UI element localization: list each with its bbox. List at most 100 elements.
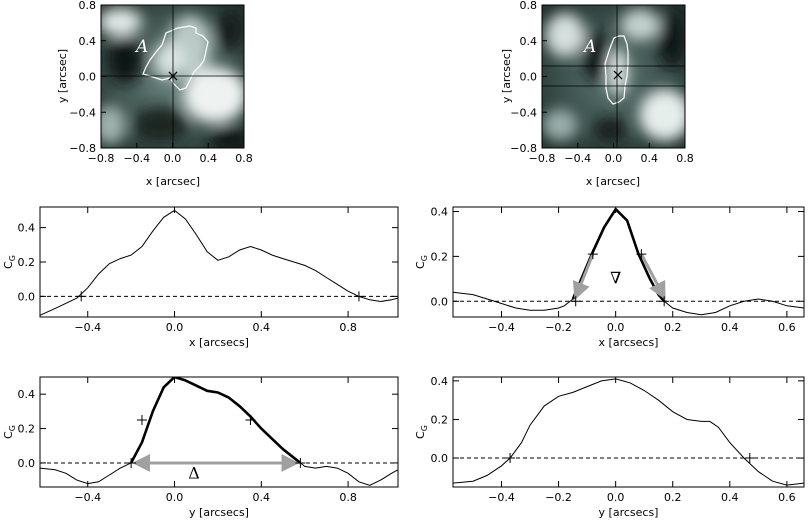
zero-crossing-marker <box>126 457 137 468</box>
x-tick-label: −0.4 <box>74 321 101 334</box>
region-contour <box>142 25 209 91</box>
region-label: A <box>582 37 596 57</box>
y-tick-label: −0.4 <box>69 106 96 119</box>
zero-crossing-marker <box>505 453 516 464</box>
y-tick-label: 0.0 <box>18 457 36 470</box>
x-axis-label: x [arcsecs] <box>189 336 249 349</box>
series-line <box>453 378 804 486</box>
map-right-xlabel: x [arcsec] <box>586 175 640 188</box>
y-tick-label: 0.0 <box>431 295 449 308</box>
y-tick-label: 0.2 <box>18 256 36 269</box>
half-max-marker <box>136 414 147 425</box>
y-tick-label: 0.4 <box>79 35 97 48</box>
x-tick-label: −0.8 <box>88 152 115 165</box>
x-tick-label: −0.4 <box>488 491 515 504</box>
x-tick-label: 0.0 <box>605 152 623 165</box>
series-line <box>40 209 398 316</box>
x-tick-label: 0.0 <box>166 321 184 334</box>
y-tick-label: 0.4 <box>520 35 538 48</box>
x-tick-label: 0.2 <box>664 321 682 334</box>
plot-area <box>40 209 398 316</box>
slope-arrow <box>640 253 666 300</box>
x-axis-label: x [arcsecs] <box>599 336 659 349</box>
x-tick-label: 0.2 <box>664 491 682 504</box>
y-tick-label: 0.4 <box>18 388 36 401</box>
panel-frame <box>452 376 805 488</box>
map-right-image <box>542 5 685 148</box>
x-tick-label: 0.0 <box>607 491 625 504</box>
slope-arrow <box>572 253 595 301</box>
panel-middle-right: ∇ −0.4 −0.2 0.0 0.2 0.4 0.6 0.0 0.2 0.4 x [arcsecs… <box>414 205 805 349</box>
x-tick-label: 0.0 <box>166 491 184 504</box>
half-max-marker <box>587 249 598 260</box>
y-tick-label: 0.0 <box>79 71 97 84</box>
half-max-marker <box>636 249 647 260</box>
x-tick-label: 0.8 <box>339 321 357 334</box>
map-left-axes: −0.8 0.8 −0.4 0.4 0.0 0.0 0.4 −0.4 0.8 −0.8 <box>69 0 252 165</box>
x-tick-label: 0.8 <box>235 152 253 165</box>
zero-crossing-marker <box>76 291 87 302</box>
x-tick-label: 0.6 <box>778 321 796 334</box>
x-tick-label: 0.8 <box>339 491 357 504</box>
plot-area <box>453 378 804 486</box>
x-tick-label: −0.4 <box>564 152 591 165</box>
y-tick-label: 0.8 <box>520 0 538 12</box>
panel-frame <box>39 376 399 488</box>
x-tick-label: 0.0 <box>607 321 625 334</box>
y-axis-label: CG <box>2 255 17 269</box>
y-tick-label: −0.4 <box>510 106 537 119</box>
map-left: A × −0.8 0.8 −0.4 0.4 0.0 0.0 0.4 −0.4 0.8 −0.8 x… <box>56 0 253 188</box>
y-tick-label: 0.0 <box>18 290 36 303</box>
map-left-ylabel: y [arcsec] <box>56 49 69 103</box>
map-left-xlabel: x [arcsec] <box>146 175 200 188</box>
zero-crossing-marker <box>744 453 755 464</box>
region-label: A <box>134 37 148 57</box>
center-marker: × <box>166 66 179 85</box>
zero-crossing-marker <box>353 291 364 302</box>
x-tick-label: 0.4 <box>721 321 739 334</box>
gradient-symbol: ∇ <box>610 268 621 287</box>
y-tick-label: −0.8 <box>510 142 537 155</box>
x-tick-label: 0.6 <box>778 491 796 504</box>
x-tick-label: −0.4 <box>74 491 101 504</box>
zero-crossing-marker <box>570 296 581 307</box>
x-tick-label: 0.4 <box>200 152 218 165</box>
x-tick-label: 0.4 <box>253 491 271 504</box>
plot-area <box>453 207 804 316</box>
map-right-axes: −0.8 0.8 −0.4 0.4 0.0 0.0 0.4 −0.4 0.8 −0.8 <box>510 0 693 165</box>
y-tick-label: 0.2 <box>431 250 449 263</box>
x-tick-label: −0.2 <box>545 491 572 504</box>
y-tick-label: 0.8 <box>79 0 97 12</box>
x-tick-label: 0.0 <box>164 152 182 165</box>
map-right: A × −0.8 0.8 −0.4 0.4 0.0 0.0 0.4 −0.4 0.8 −0.8 x… <box>500 0 694 188</box>
x-tick-label: −0.8 <box>529 152 556 165</box>
y-tick-label: 0.4 <box>431 375 449 388</box>
y-tick-label: 0.2 <box>431 413 449 426</box>
panel-bottom-left: Δ −0.4 0.0 0.4 0.8 0.0 0.2 0.4 y [arcsecs] CG <box>2 376 399 519</box>
map-left-image <box>101 5 244 148</box>
panel-bottom-right: −0.4 −0.2 0.0 0.2 0.4 0.6 0.0 0.2 0.4 y [arcsecs]… <box>414 375 805 519</box>
plot-area <box>40 377 398 486</box>
x-tick-label: −0.4 <box>123 152 150 165</box>
x-tick-label: 0.4 <box>721 491 739 504</box>
y-axis-label: CG <box>414 255 429 269</box>
y-tick-label: 0.4 <box>18 222 36 235</box>
y-tick-label: 0.0 <box>520 71 538 84</box>
x-tick-label: 0.8 <box>676 152 694 165</box>
y-tick-label: 0.0 <box>431 452 449 465</box>
x-tick-label: −0.4 <box>488 321 515 334</box>
x-axis-label: y [arcsecs] <box>189 506 249 519</box>
x-tick-label: 0.4 <box>641 152 659 165</box>
x-axis-label: y [arcsecs] <box>599 506 659 519</box>
half-max-marker <box>245 414 256 425</box>
width-symbol: Δ <box>188 463 200 482</box>
map-right-ylabel: y [arcsec] <box>500 49 513 103</box>
zero-crossing-marker <box>659 296 670 307</box>
zero-crossing-marker <box>295 457 306 468</box>
panel-frame <box>452 206 805 318</box>
x-tick-label: 0.4 <box>253 321 271 334</box>
x-tick-label: −0.2 <box>545 321 572 334</box>
highlight-segment <box>571 207 666 303</box>
panel-frame <box>39 206 399 318</box>
